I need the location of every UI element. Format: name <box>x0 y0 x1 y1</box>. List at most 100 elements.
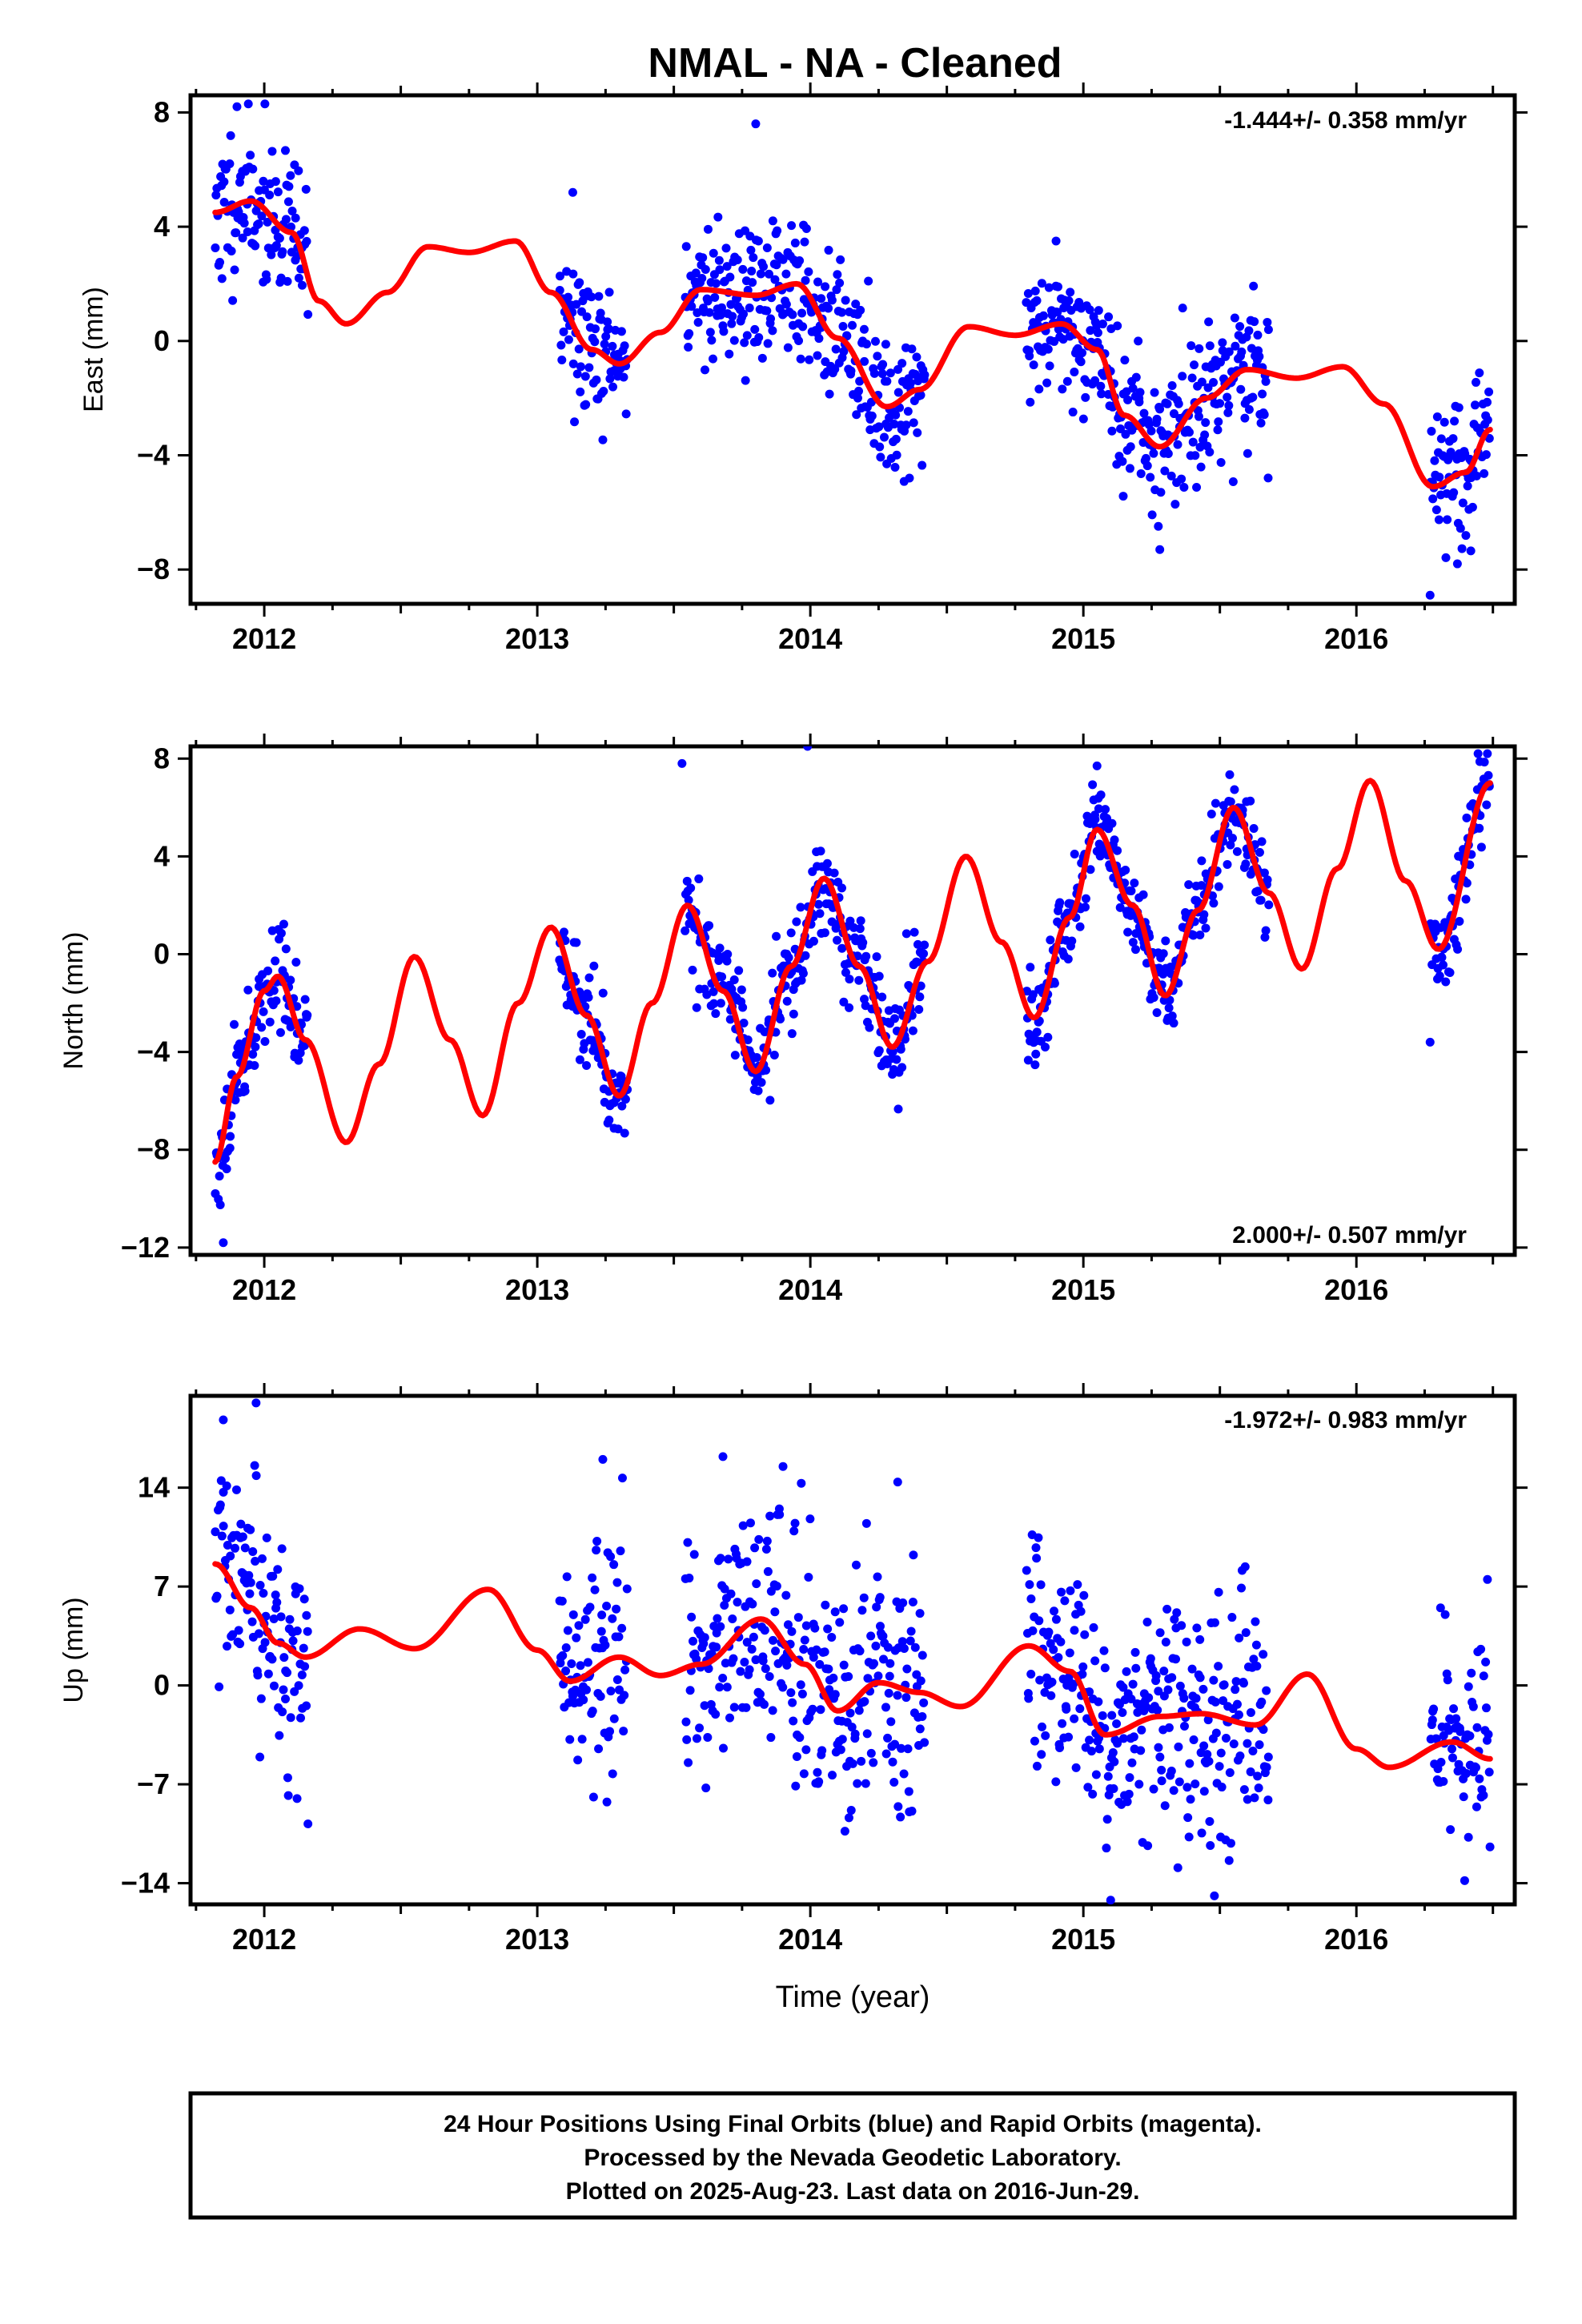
data-point <box>1128 1679 1138 1689</box>
data-point <box>1464 1832 1473 1842</box>
data-point <box>800 237 809 247</box>
data-point <box>271 177 280 187</box>
data-point <box>1197 881 1207 891</box>
data-point <box>219 1522 228 1531</box>
data-point <box>839 1660 849 1670</box>
data-point <box>236 1519 246 1529</box>
data-point <box>1136 468 1146 478</box>
data-point <box>1078 348 1087 358</box>
data-point <box>798 322 808 332</box>
data-point <box>863 1674 873 1683</box>
data-point <box>761 1065 771 1075</box>
data-point <box>722 262 732 271</box>
data-point <box>1452 1714 1461 1723</box>
data-point <box>1209 1675 1219 1685</box>
data-point <box>1160 1801 1170 1811</box>
data-point <box>1094 306 1103 316</box>
data-point <box>1163 1685 1173 1695</box>
data-point <box>570 417 580 427</box>
data-point <box>271 996 281 1006</box>
data-point <box>292 1626 302 1635</box>
data-point <box>837 308 846 317</box>
data-point <box>919 949 929 959</box>
data-point <box>728 1614 737 1624</box>
data-point <box>738 1003 748 1012</box>
data-point <box>572 938 581 947</box>
data-point <box>1057 1587 1066 1597</box>
data-point <box>243 985 253 995</box>
data-point <box>265 1017 275 1027</box>
data-point-outlier <box>568 187 577 197</box>
data-point <box>739 1019 749 1028</box>
data-point <box>1231 1677 1241 1687</box>
data-point <box>1209 899 1219 908</box>
data-point <box>288 1636 298 1646</box>
data-point <box>245 1589 255 1598</box>
data-point <box>869 368 879 378</box>
data-point <box>240 1543 250 1553</box>
data-point <box>299 1643 308 1653</box>
data-point <box>909 927 919 937</box>
data-point <box>620 1665 630 1675</box>
data-point <box>292 1794 302 1803</box>
data-point-outlier <box>1092 761 1102 770</box>
x-tick-label: 2016 <box>1324 1923 1388 1956</box>
data-point <box>1240 1562 1250 1571</box>
data-point <box>1263 875 1272 885</box>
data-point <box>763 339 773 348</box>
data-point <box>1058 384 1067 394</box>
data-point <box>1250 317 1259 327</box>
data-point <box>581 400 591 409</box>
data-point <box>892 450 901 460</box>
data-point <box>609 1560 619 1570</box>
data-point <box>1085 305 1094 315</box>
data-point <box>614 1632 624 1642</box>
data-point <box>1471 1763 1480 1772</box>
data-point <box>1234 1710 1243 1719</box>
data-point <box>587 292 596 302</box>
data-point <box>211 1527 220 1537</box>
y-tick-label: 8 <box>154 742 170 774</box>
data-point-outlier <box>893 1478 902 1487</box>
data-point <box>823 1624 833 1634</box>
data-point <box>1167 381 1177 391</box>
data-point <box>576 1661 585 1671</box>
data-point <box>230 1543 239 1553</box>
x-tick-label: 2013 <box>505 622 569 655</box>
data-point <box>701 264 710 274</box>
data-point <box>599 387 608 396</box>
data-point <box>1136 1746 1146 1755</box>
data-point <box>281 944 291 954</box>
data-point <box>588 1707 597 1716</box>
data-point <box>805 1514 815 1524</box>
data-point <box>853 1779 862 1788</box>
data-point <box>716 1554 725 1563</box>
data-point <box>1038 311 1048 320</box>
x-tick-label: 2013 <box>505 1923 569 1956</box>
data-point <box>705 921 714 931</box>
data-point <box>1237 1583 1247 1593</box>
data-point <box>872 1602 881 1612</box>
data-point <box>287 207 297 216</box>
data-point <box>1188 437 1198 447</box>
data-point <box>1219 1680 1229 1690</box>
data-point <box>1224 347 1234 356</box>
data-point <box>920 370 930 380</box>
data-point <box>211 243 220 252</box>
data-point <box>1243 1739 1252 1748</box>
data-point <box>908 1598 917 1607</box>
data-point <box>263 1669 273 1679</box>
data-point <box>1023 1055 1033 1065</box>
data-point <box>1032 1554 1042 1563</box>
data-point <box>1263 473 1273 483</box>
data-point <box>772 260 781 270</box>
data-point <box>768 326 777 336</box>
data-point <box>719 327 729 336</box>
data-point <box>1484 770 1493 780</box>
data-point <box>860 1697 869 1707</box>
data-point <box>215 1682 224 1691</box>
data-point <box>1028 990 1038 999</box>
data-point <box>885 368 895 378</box>
data-point-outlier <box>1043 1032 1053 1042</box>
data-point <box>1462 879 1472 888</box>
